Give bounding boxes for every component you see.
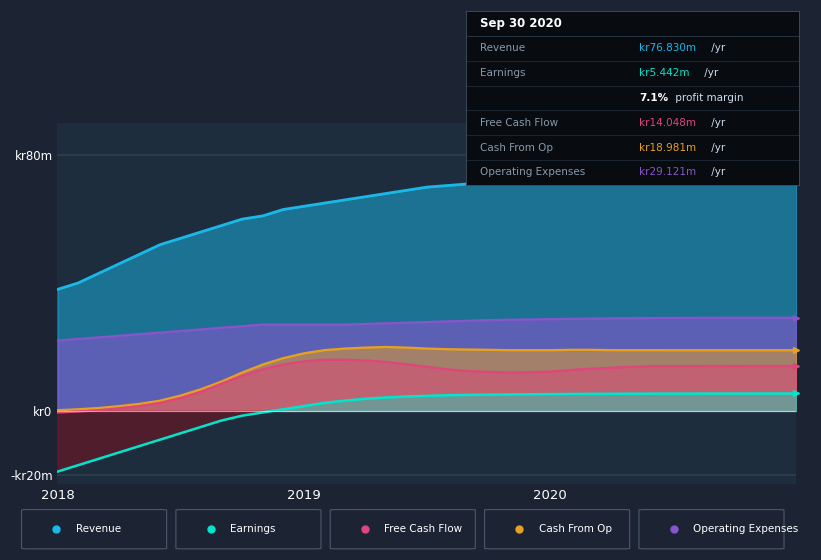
Text: kr76.830m: kr76.830m — [640, 44, 696, 53]
Text: /yr: /yr — [709, 167, 726, 178]
Text: Cash From Op: Cash From Op — [479, 143, 553, 152]
Text: Earnings: Earnings — [479, 68, 525, 78]
Text: Free Cash Flow: Free Cash Flow — [479, 118, 557, 128]
Text: kr5.442m: kr5.442m — [640, 68, 690, 78]
Text: profit margin: profit margin — [672, 93, 743, 103]
Text: Sep 30 2020: Sep 30 2020 — [479, 17, 562, 30]
Text: /yr: /yr — [709, 143, 726, 152]
Text: /yr: /yr — [701, 68, 718, 78]
Text: 7.1%: 7.1% — [640, 93, 668, 103]
Text: Earnings: Earnings — [230, 524, 275, 534]
Text: kr29.121m: kr29.121m — [640, 167, 696, 178]
Text: kr14.048m: kr14.048m — [640, 118, 696, 128]
Text: Operating Expenses: Operating Expenses — [479, 167, 585, 178]
Text: Operating Expenses: Operating Expenses — [693, 524, 798, 534]
Text: /yr: /yr — [709, 118, 726, 128]
Text: Free Cash Flow: Free Cash Flow — [384, 524, 462, 534]
Text: Cash From Op: Cash From Op — [539, 524, 612, 534]
Text: /yr: /yr — [709, 44, 726, 53]
Text: Revenue: Revenue — [76, 524, 121, 534]
Text: kr18.981m: kr18.981m — [640, 143, 696, 152]
Text: Revenue: Revenue — [479, 44, 525, 53]
